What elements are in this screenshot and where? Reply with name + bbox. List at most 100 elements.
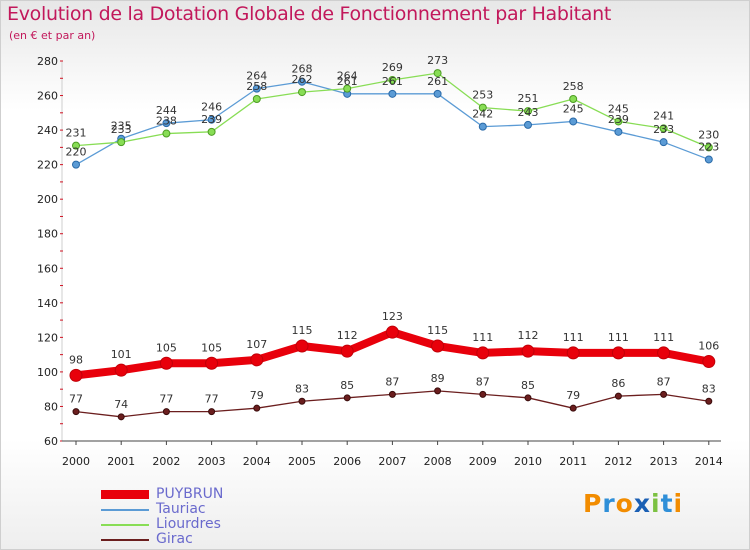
point-puybrun: [385, 325, 399, 339]
point-liourdres: [343, 84, 352, 93]
point-tauriac: [524, 120, 532, 129]
data-label-liourdres: 262: [292, 73, 313, 86]
data-label-tauriac: 223: [698, 140, 719, 153]
data-label-puybrun: 115: [292, 324, 313, 337]
data-label-puybrun: 123: [382, 310, 403, 323]
point-liourdres: [207, 127, 216, 136]
point-puybrun: [566, 346, 580, 360]
point-girac: [298, 397, 306, 405]
axes: 60 80 100 120 140 160 180 200 220 240 260 280 2000 20…: [37, 55, 723, 468]
point-liourdres: [72, 141, 80, 150]
x-tick-label: 2003: [198, 455, 226, 468]
point-puybrun: [476, 346, 490, 360]
point-liourdres: [524, 107, 532, 116]
data-label-tauriac: 245: [563, 102, 584, 115]
data-label-tauriac: 264: [246, 70, 267, 83]
data-label-girac: 86: [611, 377, 625, 390]
data-label-puybrun: 105: [156, 341, 177, 354]
point-liourdres: [433, 69, 442, 78]
x-tick-label: 2006: [333, 455, 361, 468]
point-tauriac: [478, 122, 487, 131]
point-puybrun: [295, 339, 309, 353]
logo-letter: P: [583, 489, 603, 518]
data-label-girac: 77: [69, 393, 83, 406]
point-girac: [479, 390, 487, 398]
point-girac: [524, 394, 532, 402]
point-tauriac: [433, 89, 442, 98]
data-label-liourdres: 273: [427, 54, 448, 67]
data-label-puybrun: 112: [518, 329, 539, 342]
data-label-liourdres: 253: [472, 89, 493, 102]
data-label-girac: 83: [295, 382, 309, 395]
point-puybrun: [340, 344, 354, 358]
x-tick-label: 2004: [243, 455, 271, 468]
point-puybrun: [702, 355, 716, 369]
data-label-girac: 87: [476, 375, 490, 388]
logo-letter: i: [673, 489, 684, 518]
data-label-tauriac: 220: [66, 146, 87, 159]
data-label-girac: 85: [340, 379, 354, 392]
point-liourdres: [478, 103, 487, 112]
point-tauriac: [388, 89, 397, 98]
y-tick-label: 240: [37, 124, 58, 137]
point-girac: [614, 392, 622, 400]
point-tauriac: [72, 160, 80, 169]
point-tauriac: [298, 77, 306, 86]
point-tauriac: [704, 155, 713, 164]
data-label-puybrun: 107: [246, 338, 267, 351]
data-label-girac: 79: [566, 389, 580, 402]
point-liourdres: [614, 117, 623, 126]
point-tauriac: [614, 127, 623, 136]
data-label-girac: 87: [657, 375, 671, 388]
data-label-tauriac: 239: [608, 113, 629, 126]
y-tick-label: 120: [37, 331, 58, 344]
y-tick-label: 60: [44, 435, 58, 448]
logo-letter: o: [615, 489, 634, 518]
legend-label-liourdres: Liourdres: [156, 516, 221, 532]
point-girac: [162, 408, 170, 416]
point-girac: [660, 390, 668, 398]
point-liourdres: [704, 143, 713, 152]
y-tick-label: 100: [37, 366, 58, 379]
point-liourdres: [298, 88, 306, 97]
data-label-girac: 83: [702, 382, 716, 395]
data-label-liourdres: 258: [246, 80, 267, 93]
point-puybrun: [114, 363, 128, 377]
x-tick-label: 2013: [650, 455, 678, 468]
point-girac: [388, 390, 396, 398]
point-tauriac: [162, 119, 171, 128]
x-tick-label: 2009: [469, 455, 497, 468]
data-label-liourdres: 241: [653, 109, 674, 122]
legend-swatch-tauriac: [101, 509, 149, 511]
point-girac: [208, 408, 216, 416]
legend-label-girac: Girac: [156, 531, 193, 547]
data-label-puybrun: 115: [427, 324, 448, 337]
point-liourdres: [659, 124, 668, 133]
data-label-liourdres: 258: [563, 80, 584, 93]
legend-swatch-puybrun: [101, 490, 149, 499]
data-label-tauriac: 261: [337, 75, 358, 88]
logo-letter: t: [660, 489, 674, 518]
legend-item-tauriac: Tauriac: [101, 502, 361, 517]
data-label-puybrun: 106: [698, 340, 719, 353]
point-puybrun: [250, 353, 264, 367]
logo-letter: r: [602, 489, 616, 518]
point-girac: [117, 413, 125, 421]
data-label-puybrun: 111: [608, 331, 629, 344]
point-liourdres: [252, 95, 261, 103]
point-puybrun: [159, 356, 173, 370]
point-liourdres: [388, 76, 397, 84]
data-label-liourdres: 251: [518, 92, 539, 105]
proxiti-logo: Proxiti: [583, 489, 683, 518]
data-label-liourdres: 230: [698, 128, 719, 141]
x-tick-label: 2010: [514, 455, 542, 468]
point-liourdres: [569, 95, 578, 103]
data-label-girac: 74: [114, 398, 128, 411]
legend-swatch-liourdres: [101, 524, 149, 526]
point-puybrun: [431, 339, 445, 353]
point-puybrun: [657, 346, 671, 360]
point-girac: [343, 394, 351, 402]
